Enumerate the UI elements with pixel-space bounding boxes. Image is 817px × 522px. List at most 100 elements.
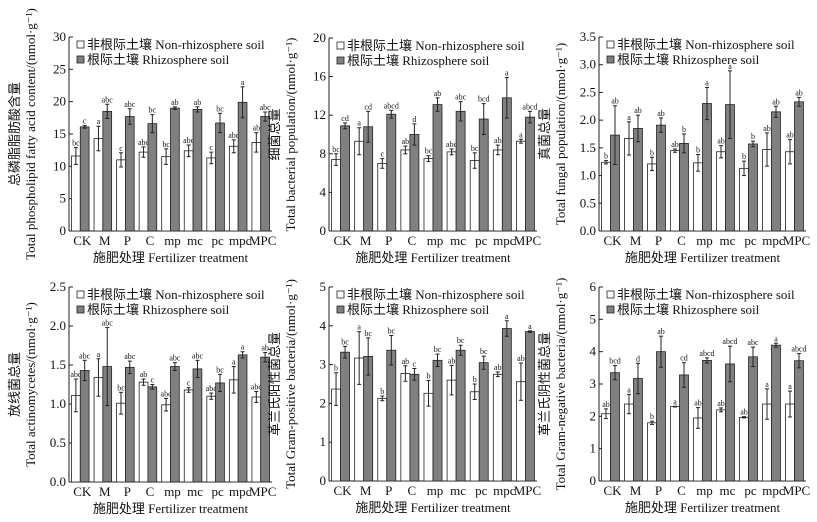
legend-label: 根际土壤 Rhizosphere soil bbox=[347, 302, 490, 317]
bar-rhizosphere bbox=[794, 101, 804, 232]
bar-rhizosphere bbox=[771, 344, 781, 482]
significance-letter: abc bbox=[138, 138, 150, 147]
significance-letter: a bbox=[97, 117, 101, 126]
x-tick-label: pc bbox=[211, 484, 224, 499]
x-tick-label: mp bbox=[696, 233, 713, 248]
significance-letter: ab bbox=[717, 137, 725, 146]
x-tick-label: P bbox=[385, 233, 392, 248]
bar-rhizosphere bbox=[525, 116, 535, 232]
significance-letter: b bbox=[650, 412, 654, 421]
significance-letter: c bbox=[187, 379, 191, 388]
significance-letter: c bbox=[83, 117, 87, 126]
x-axis-label: 施肥处理 Fertilizer treatment bbox=[355, 250, 511, 265]
bar-rhizosphere bbox=[124, 116, 135, 232]
bar-non-rhizosphere bbox=[206, 395, 217, 483]
y-tick-label: 4 bbox=[320, 318, 327, 333]
y-tick-label: 12 bbox=[313, 107, 326, 122]
bar-non-rhizosphere bbox=[647, 422, 657, 482]
significance-letter: a bbox=[627, 385, 631, 394]
significance-letter: abc bbox=[192, 351, 204, 360]
significance-letter: abc bbox=[228, 131, 240, 140]
significance-letter: ab bbox=[261, 344, 269, 353]
x-tick-label: M bbox=[360, 233, 372, 248]
bar-non-rhizosphere bbox=[670, 406, 680, 482]
x-tick-label: mpc bbox=[493, 483, 516, 498]
y-tick-label: 2.5 bbox=[580, 84, 596, 99]
significance-letter: ab bbox=[717, 399, 725, 408]
significance-letter: c bbox=[209, 143, 213, 152]
y-tick-label: 8 bbox=[320, 146, 327, 161]
bar-non-rhizosphere bbox=[251, 142, 262, 232]
significance-letter: bc bbox=[216, 104, 224, 113]
bar-rhizosphere bbox=[409, 373, 420, 482]
bar-rhizosphere bbox=[432, 359, 443, 482]
bar-rhizosphere bbox=[656, 124, 666, 232]
significance-letter: ab bbox=[494, 136, 502, 145]
significance-letter: b bbox=[473, 375, 477, 384]
significance-letter: bc bbox=[162, 140, 170, 149]
x-axis-label: 施肥处理 Fertilizer treatment bbox=[93, 250, 249, 265]
bar-non-rhizosphere bbox=[161, 156, 171, 232]
x-tick-label: CK bbox=[603, 233, 622, 248]
y-tick-label: 4 bbox=[320, 184, 327, 199]
x-tick-label: C bbox=[408, 233, 417, 248]
significance-letter: ab bbox=[740, 408, 748, 417]
y-tick-label: 20 bbox=[53, 94, 66, 109]
significance-letter: ab bbox=[763, 124, 771, 133]
legend-swatch bbox=[76, 290, 85, 299]
significance-letter: c bbox=[151, 376, 155, 385]
y-tick-label: 1 bbox=[320, 434, 327, 449]
bar-rhizosphere bbox=[340, 125, 350, 232]
significance-letter: bc bbox=[471, 144, 479, 153]
x-tick-label: M bbox=[630, 233, 642, 248]
bar-non-rhizosphere bbox=[331, 159, 341, 232]
legend-swatch bbox=[336, 290, 345, 299]
x-tick-label: mpc bbox=[229, 484, 252, 499]
significance-letter: abcd bbox=[722, 337, 737, 346]
significance-letter: b bbox=[751, 132, 755, 141]
significance-letter: a bbox=[241, 78, 245, 87]
x-tick-label: P bbox=[385, 483, 392, 498]
significance-letter: b bbox=[334, 364, 338, 373]
significance-letter: b bbox=[696, 146, 700, 155]
y-tick-label: 1.5 bbox=[50, 357, 66, 372]
bar-rhizosphere bbox=[124, 366, 135, 483]
bar-rhizosphere bbox=[610, 372, 620, 482]
legend-label: 非根际土壤 Non-rhizosphere soil bbox=[347, 38, 525, 53]
significance-letter: bc bbox=[480, 347, 488, 356]
significance-letter: abc bbox=[70, 370, 82, 379]
bar-rhizosphere bbox=[656, 351, 666, 482]
significance-letter: bc bbox=[425, 147, 433, 156]
x-axis-label: 施肥处理 Fertilizer treatment bbox=[93, 501, 249, 516]
y-tick-label: 4 bbox=[590, 344, 597, 359]
y-tick-label: 1.0 bbox=[580, 168, 596, 183]
y-axis-label-en: Total Gram-positive bacteria/(nmol·g⁻¹) bbox=[283, 279, 298, 489]
bar-non-rhizosphere bbox=[716, 151, 726, 232]
y-axis-label-cn: 真菌总量 bbox=[537, 108, 552, 160]
legend-label: 根际土壤 Rhizosphere soil bbox=[87, 52, 230, 67]
bar-rhizosphere bbox=[748, 143, 758, 232]
y-tick-label: 5 bbox=[60, 191, 67, 206]
y-axis-label-en: Total actinomycetes/(nmol·g⁻¹) bbox=[23, 302, 38, 467]
x-tick-label: mp bbox=[696, 483, 713, 498]
significance-letter: ab bbox=[694, 399, 702, 408]
bar-rhizosphere bbox=[79, 370, 90, 483]
y-axis-label-en: Total bacterial population/(nmol·g⁻¹) bbox=[283, 38, 298, 232]
y-tick-label: 2 bbox=[590, 408, 597, 423]
significance-letter: d bbox=[412, 115, 416, 124]
x-tick-label: MPC bbox=[249, 484, 276, 499]
bar-rhizosphere bbox=[771, 111, 781, 232]
bar-non-rhizosphere bbox=[71, 155, 81, 232]
significance-letter: a bbox=[505, 69, 509, 78]
legend-swatch bbox=[606, 305, 615, 314]
bar-non-rhizosphere bbox=[716, 409, 726, 482]
bar-rhizosphere bbox=[478, 362, 489, 482]
significance-letter: abc bbox=[251, 383, 263, 392]
legend-swatch bbox=[336, 41, 345, 50]
legend-label: 非根际土壤 Non-rhizosphere soil bbox=[347, 287, 525, 302]
legend-swatch bbox=[76, 40, 85, 49]
y-axis-label-en: Total fungal population/(nmol·g⁻¹) bbox=[553, 43, 568, 225]
significance-letter: cd bbox=[364, 102, 372, 111]
significance-letter: cd bbox=[341, 114, 349, 123]
bar-rhizosphere bbox=[386, 349, 397, 482]
